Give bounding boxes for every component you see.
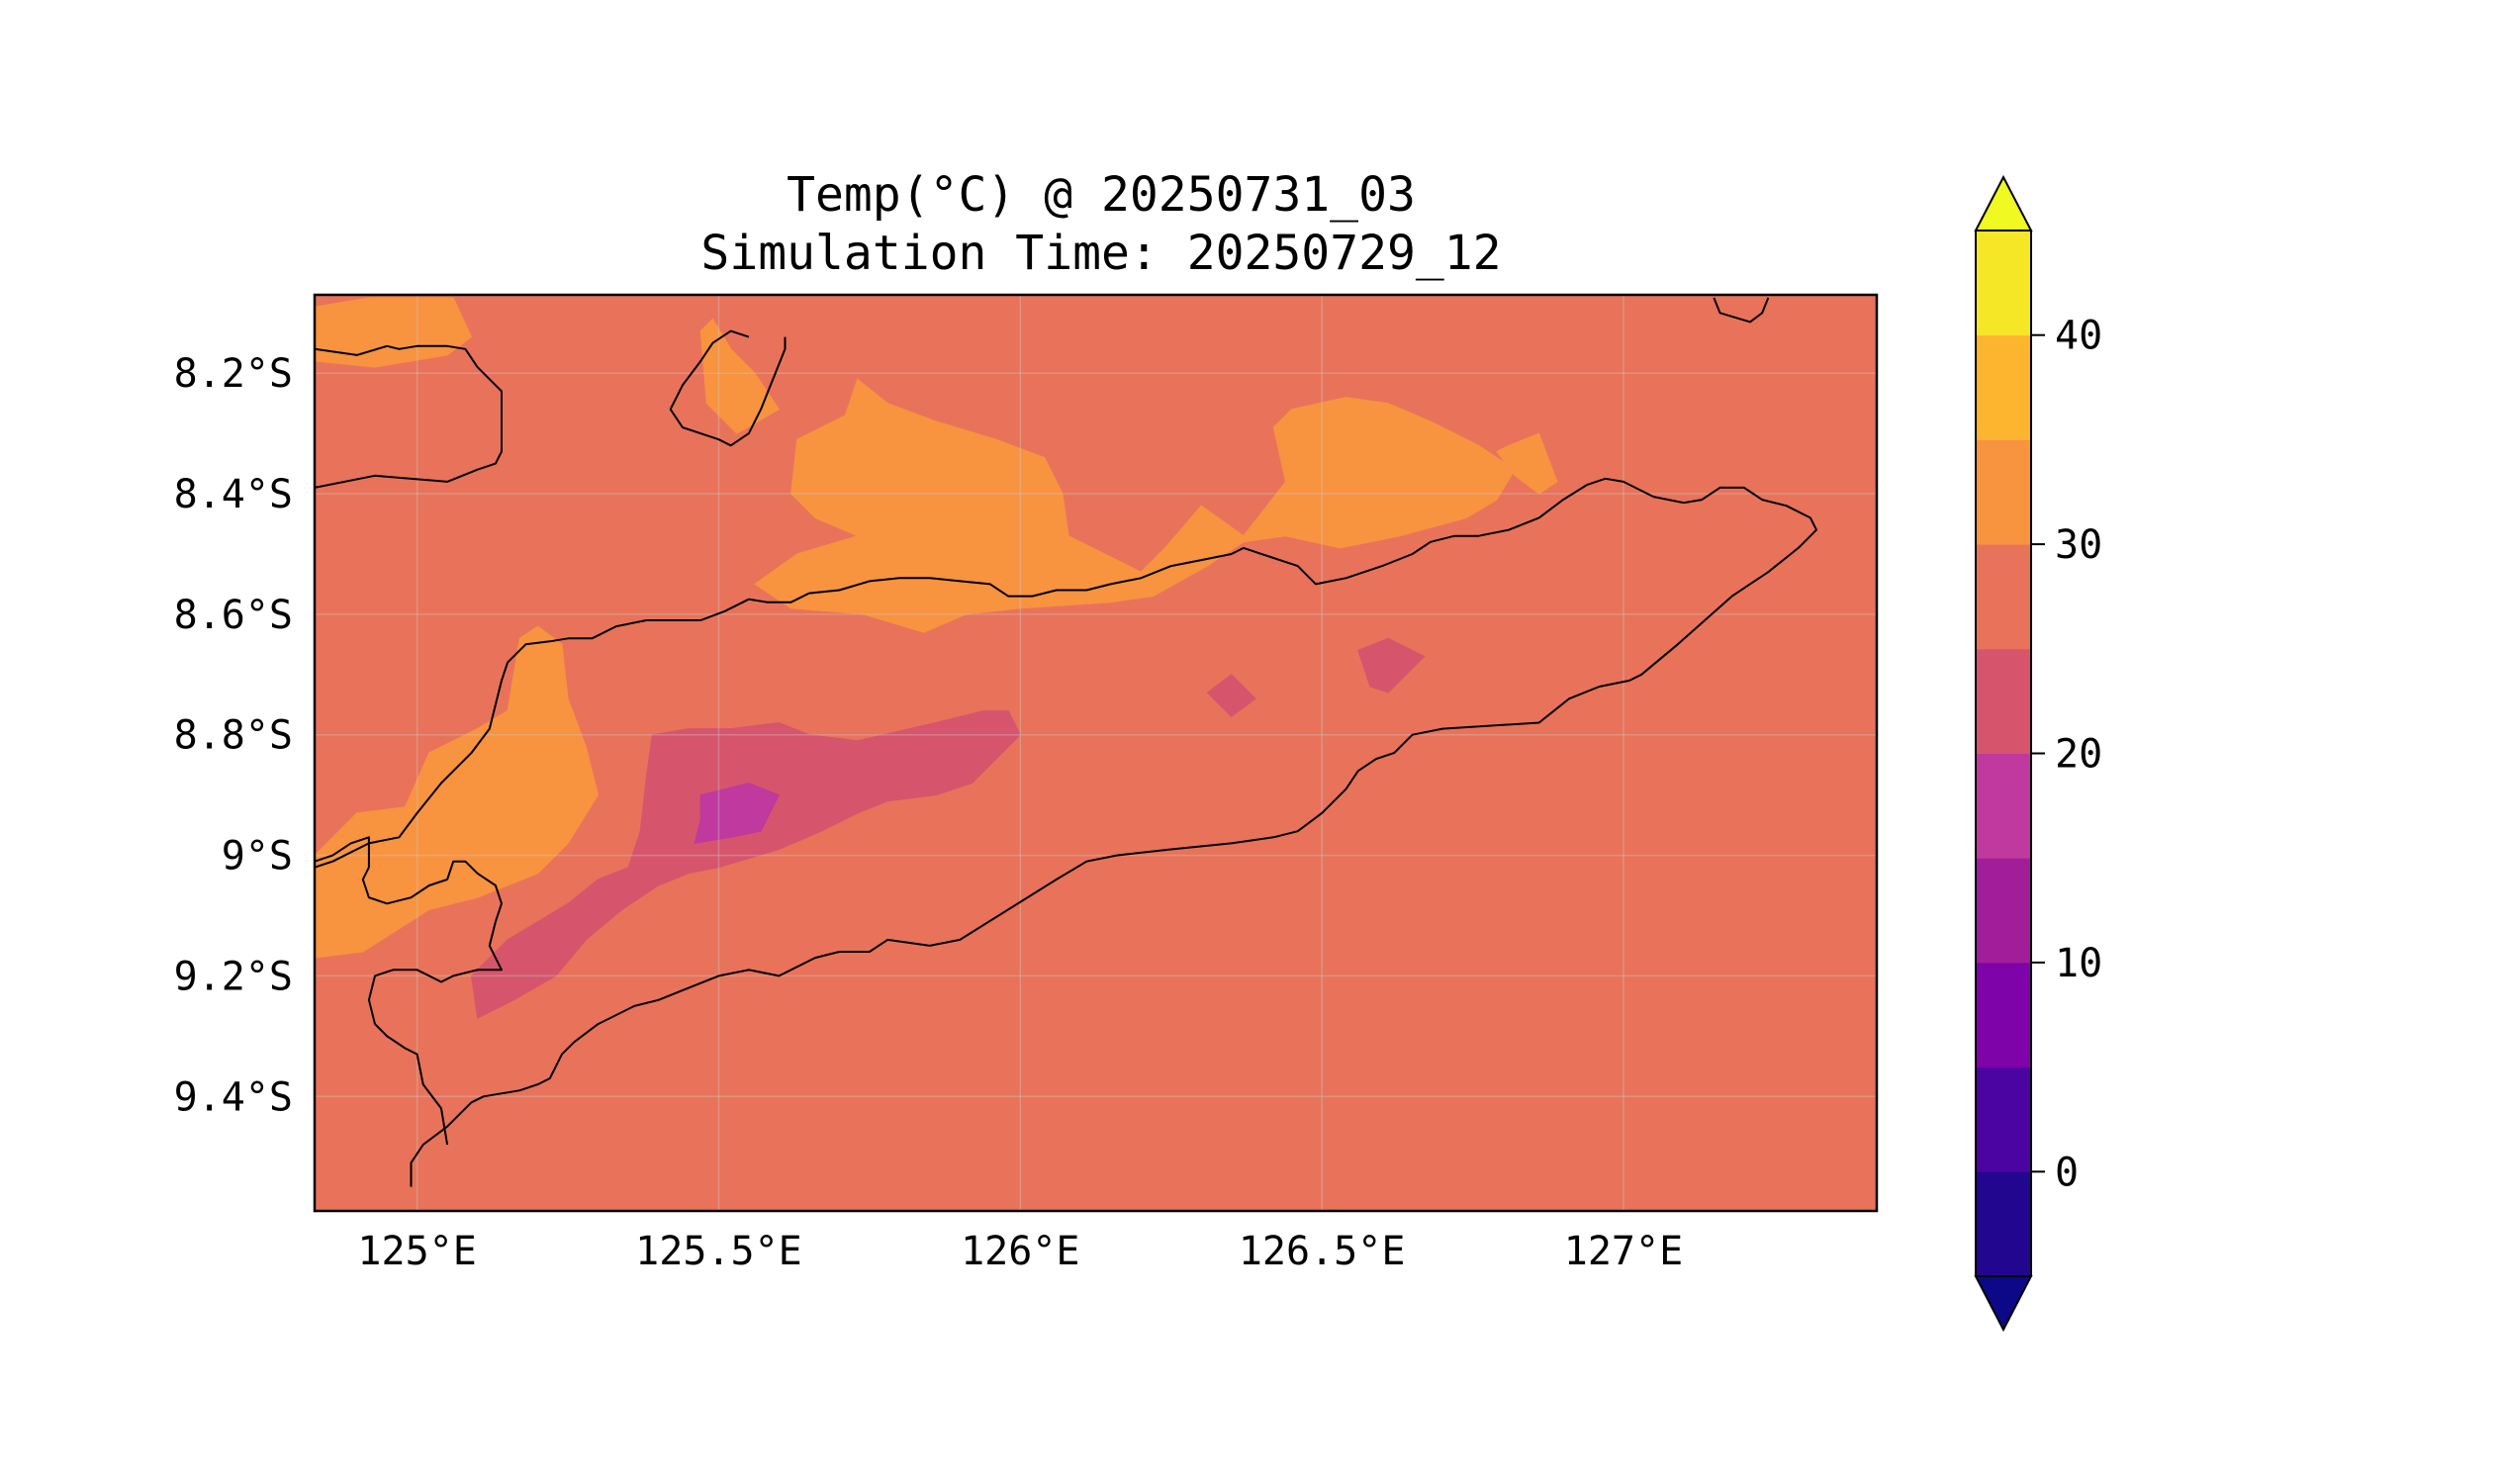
x-tick-label: 127°E xyxy=(1564,1229,1683,1274)
colorbar-tick-label: 30 xyxy=(2055,522,2102,568)
colorbar-bin xyxy=(1976,1171,2031,1277)
contour-region-30-35 xyxy=(699,318,781,434)
y-tick-label: 9.2°S xyxy=(174,954,293,999)
colorbar-extend-max xyxy=(1974,174,2033,232)
title-line-2: Simulation Time: 20250729_12 xyxy=(700,226,1501,281)
x-tick-label: 126°E xyxy=(961,1229,1079,1274)
colorbar-bin xyxy=(1976,1067,2031,1172)
coastlines xyxy=(315,297,1817,1187)
colorbar-bin xyxy=(1976,962,2031,1068)
contour-region-20-25 xyxy=(470,709,1021,1019)
y-tick-label: 8.6°S xyxy=(174,593,293,638)
coastline xyxy=(669,329,762,447)
y-tick-label: 8.2°S xyxy=(174,351,293,397)
coastline xyxy=(760,336,787,411)
contour-region-30-35 xyxy=(315,297,473,368)
y-tick-label: 9.4°S xyxy=(174,1074,293,1120)
title-line-1: Temp(°C) @ 20250731_03 xyxy=(787,167,1416,223)
contour-region-20-25 xyxy=(1357,637,1426,694)
x-tick-label: 126.5°E xyxy=(1239,1229,1406,1274)
colorbar-bin xyxy=(1976,858,2031,964)
gridlines xyxy=(315,295,1877,1211)
coastline xyxy=(315,344,503,489)
map-panel: 125°E 125.5°E 126°E 126.5°E 127°E 8.2°S 8.4°S… xyxy=(174,293,1879,1274)
colorbar-ticks: 0 10 20 30 40 xyxy=(2031,314,2102,1195)
colorbar-bin xyxy=(1976,231,2031,336)
y-tick-label: 8.8°S xyxy=(174,713,293,759)
y-axis-ticks: 8.2°S 8.4°S 8.6°S 8.8°S 9°S 9.2°S 9.4°S xyxy=(174,351,293,1120)
colorbar-bin xyxy=(1976,439,2031,545)
y-tick-label: 8.4°S xyxy=(174,472,293,517)
contour-region-30-35 xyxy=(1496,432,1558,495)
colorbar-bins xyxy=(1974,174,2033,1333)
colorbar-bin xyxy=(1976,648,2031,754)
colorbar-extend-min xyxy=(1974,1275,2033,1333)
x-tick-label: 125°E xyxy=(357,1229,476,1274)
x-axis-ticks: 125°E 125.5°E 126°E 126.5°E 127°E xyxy=(357,1229,1683,1274)
map-frame xyxy=(313,293,1879,1213)
coastline xyxy=(315,477,1817,1187)
colorbar-tick-label: 20 xyxy=(2055,732,2102,778)
x-tick-label: 125.5°E xyxy=(635,1229,802,1274)
colorbar-tick-label: 40 xyxy=(2055,314,2102,359)
colorbar-bin xyxy=(1976,334,2031,440)
colorbar: 0 10 20 30 40 xyxy=(1974,174,2102,1333)
colorbar-bin xyxy=(1976,753,2031,859)
temperature-contours xyxy=(315,297,1558,1019)
coastline xyxy=(1713,297,1770,324)
contour-region-30-35 xyxy=(754,378,1516,633)
coastline xyxy=(315,836,503,1146)
contour-region-15-20 xyxy=(694,782,781,845)
colorbar-tick-label: 10 xyxy=(2055,941,2102,986)
contour-region-20-25 xyxy=(1206,674,1256,718)
y-tick-label: 9°S xyxy=(222,834,293,880)
colorbar-bin xyxy=(1976,544,2031,650)
colorbar-tick-label: 0 xyxy=(2055,1150,2079,1195)
contour-region-30-35 xyxy=(315,625,600,959)
